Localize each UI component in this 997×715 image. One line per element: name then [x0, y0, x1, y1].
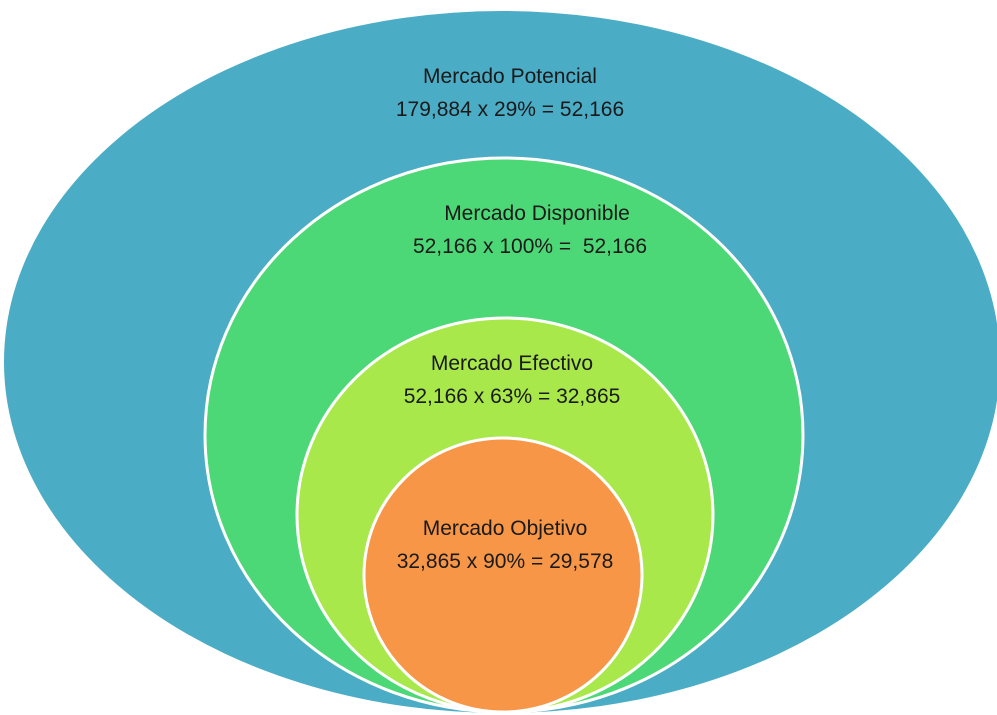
- node-formula: 32,865 x 90% = 29,578: [397, 550, 614, 573]
- node-label: Mercado Disponible: [444, 202, 630, 225]
- objetivo-ellipse: [362, 436, 644, 714]
- node-formula: 179,884 x 29% = 52,166: [396, 98, 624, 121]
- node-label: Mercado Potencial: [423, 65, 597, 88]
- node-label: Mercado Efectivo: [431, 352, 593, 375]
- node-label: Mercado Objetivo: [423, 517, 588, 540]
- node-formula: 52,166 x 100% = 52,166: [413, 235, 647, 258]
- node-formula: 52,166 x 63% = 32,865: [404, 385, 621, 408]
